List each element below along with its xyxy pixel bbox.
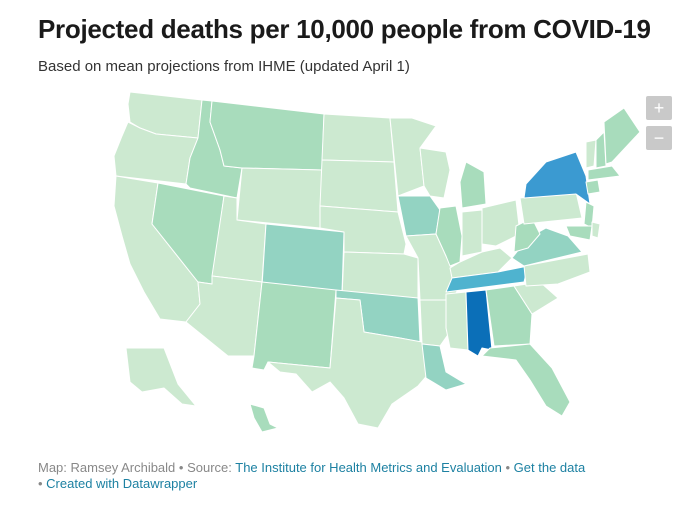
state-ms[interactable] bbox=[445, 291, 469, 351]
zoom-in-button[interactable]: + bbox=[646, 96, 672, 120]
state-ak[interactable] bbox=[125, 347, 197, 407]
created-with-link[interactable]: Created with Datawrapper bbox=[46, 476, 198, 491]
state-vt[interactable] bbox=[585, 139, 597, 169]
state-la[interactable] bbox=[421, 343, 467, 391]
state-nd[interactable] bbox=[321, 113, 395, 163]
state-il[interactable] bbox=[435, 205, 463, 267]
source-label: Source: bbox=[187, 460, 236, 475]
state-me[interactable] bbox=[603, 107, 641, 165]
state-hi[interactable] bbox=[249, 403, 279, 433]
state-oh[interactable] bbox=[481, 199, 521, 247]
state-nm[interactable] bbox=[251, 281, 337, 371]
state-wy[interactable] bbox=[236, 167, 323, 229]
zoom-out-button[interactable]: − bbox=[646, 126, 672, 150]
state-nh[interactable] bbox=[595, 131, 607, 169]
state-wi[interactable] bbox=[419, 147, 451, 199]
state-ct[interactable] bbox=[585, 179, 601, 195]
us-choropleth-map bbox=[113, 91, 641, 433]
state-de[interactable] bbox=[591, 221, 601, 239]
state-mt[interactable] bbox=[209, 100, 325, 171]
state-ks[interactable] bbox=[341, 251, 419, 299]
state-co[interactable] bbox=[261, 223, 345, 293]
footer-separator: • bbox=[501, 460, 514, 475]
state-ga[interactable] bbox=[485, 285, 533, 347]
map-title: Projected deaths per 10,000 people from … bbox=[38, 14, 651, 44]
state-in[interactable] bbox=[461, 209, 483, 257]
map-credit: Map: Ramsey Archibald bbox=[38, 460, 176, 475]
state-sd[interactable] bbox=[319, 159, 399, 213]
state-md[interactable] bbox=[565, 225, 593, 241]
state-tx[interactable] bbox=[267, 297, 431, 429]
state-mi[interactable] bbox=[459, 161, 487, 209]
source-link[interactable]: The Institute for Health Metrics and Eva… bbox=[235, 460, 502, 475]
map-subtitle: Based on mean projections from IHME (upd… bbox=[38, 58, 410, 75]
footer-separator: • bbox=[38, 476, 47, 491]
footer: Map: Ramsey Archibald • Source: The Inst… bbox=[38, 460, 658, 492]
state-nc[interactable] bbox=[523, 253, 591, 287]
footer-separator: • bbox=[175, 460, 188, 475]
get-data-link[interactable]: Get the data bbox=[513, 460, 586, 475]
state-ma[interactable] bbox=[587, 165, 621, 181]
state-ia[interactable] bbox=[397, 195, 441, 237]
state-fl[interactable] bbox=[481, 343, 571, 417]
